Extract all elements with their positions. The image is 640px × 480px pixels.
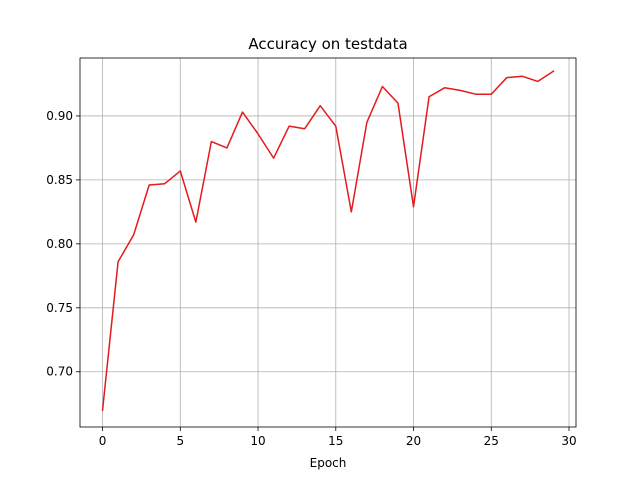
y-tick-label: 0.75 <box>46 301 73 315</box>
ticks: 0 5 10 15 20 25 30 0.70 0.75 0.80 0.85 0.90 <box>46 109 576 448</box>
axes-frame <box>79 57 577 428</box>
x-axis-label: Epoch <box>310 456 347 470</box>
y-tick-label: 0.70 <box>46 365 73 379</box>
x-tick-label: 20 <box>406 434 421 448</box>
y-tick-label: 0.85 <box>46 173 73 187</box>
x-tick-label: 0 <box>99 434 107 448</box>
x-tick-label: 25 <box>484 434 499 448</box>
x-tick-label: 30 <box>561 434 576 448</box>
series-layer <box>101 70 555 411</box>
x-tick-label: 5 <box>176 434 184 448</box>
y-tick-label: 0.90 <box>46 109 73 123</box>
grid <box>80 58 576 427</box>
accuracy-series-line <box>101 70 555 411</box>
x-tick-label: 15 <box>328 434 343 448</box>
y-tick-label: 0.80 <box>46 237 73 251</box>
chart-title: Accuracy on testdata <box>248 35 407 53</box>
x-tick-label: 10 <box>250 434 265 448</box>
